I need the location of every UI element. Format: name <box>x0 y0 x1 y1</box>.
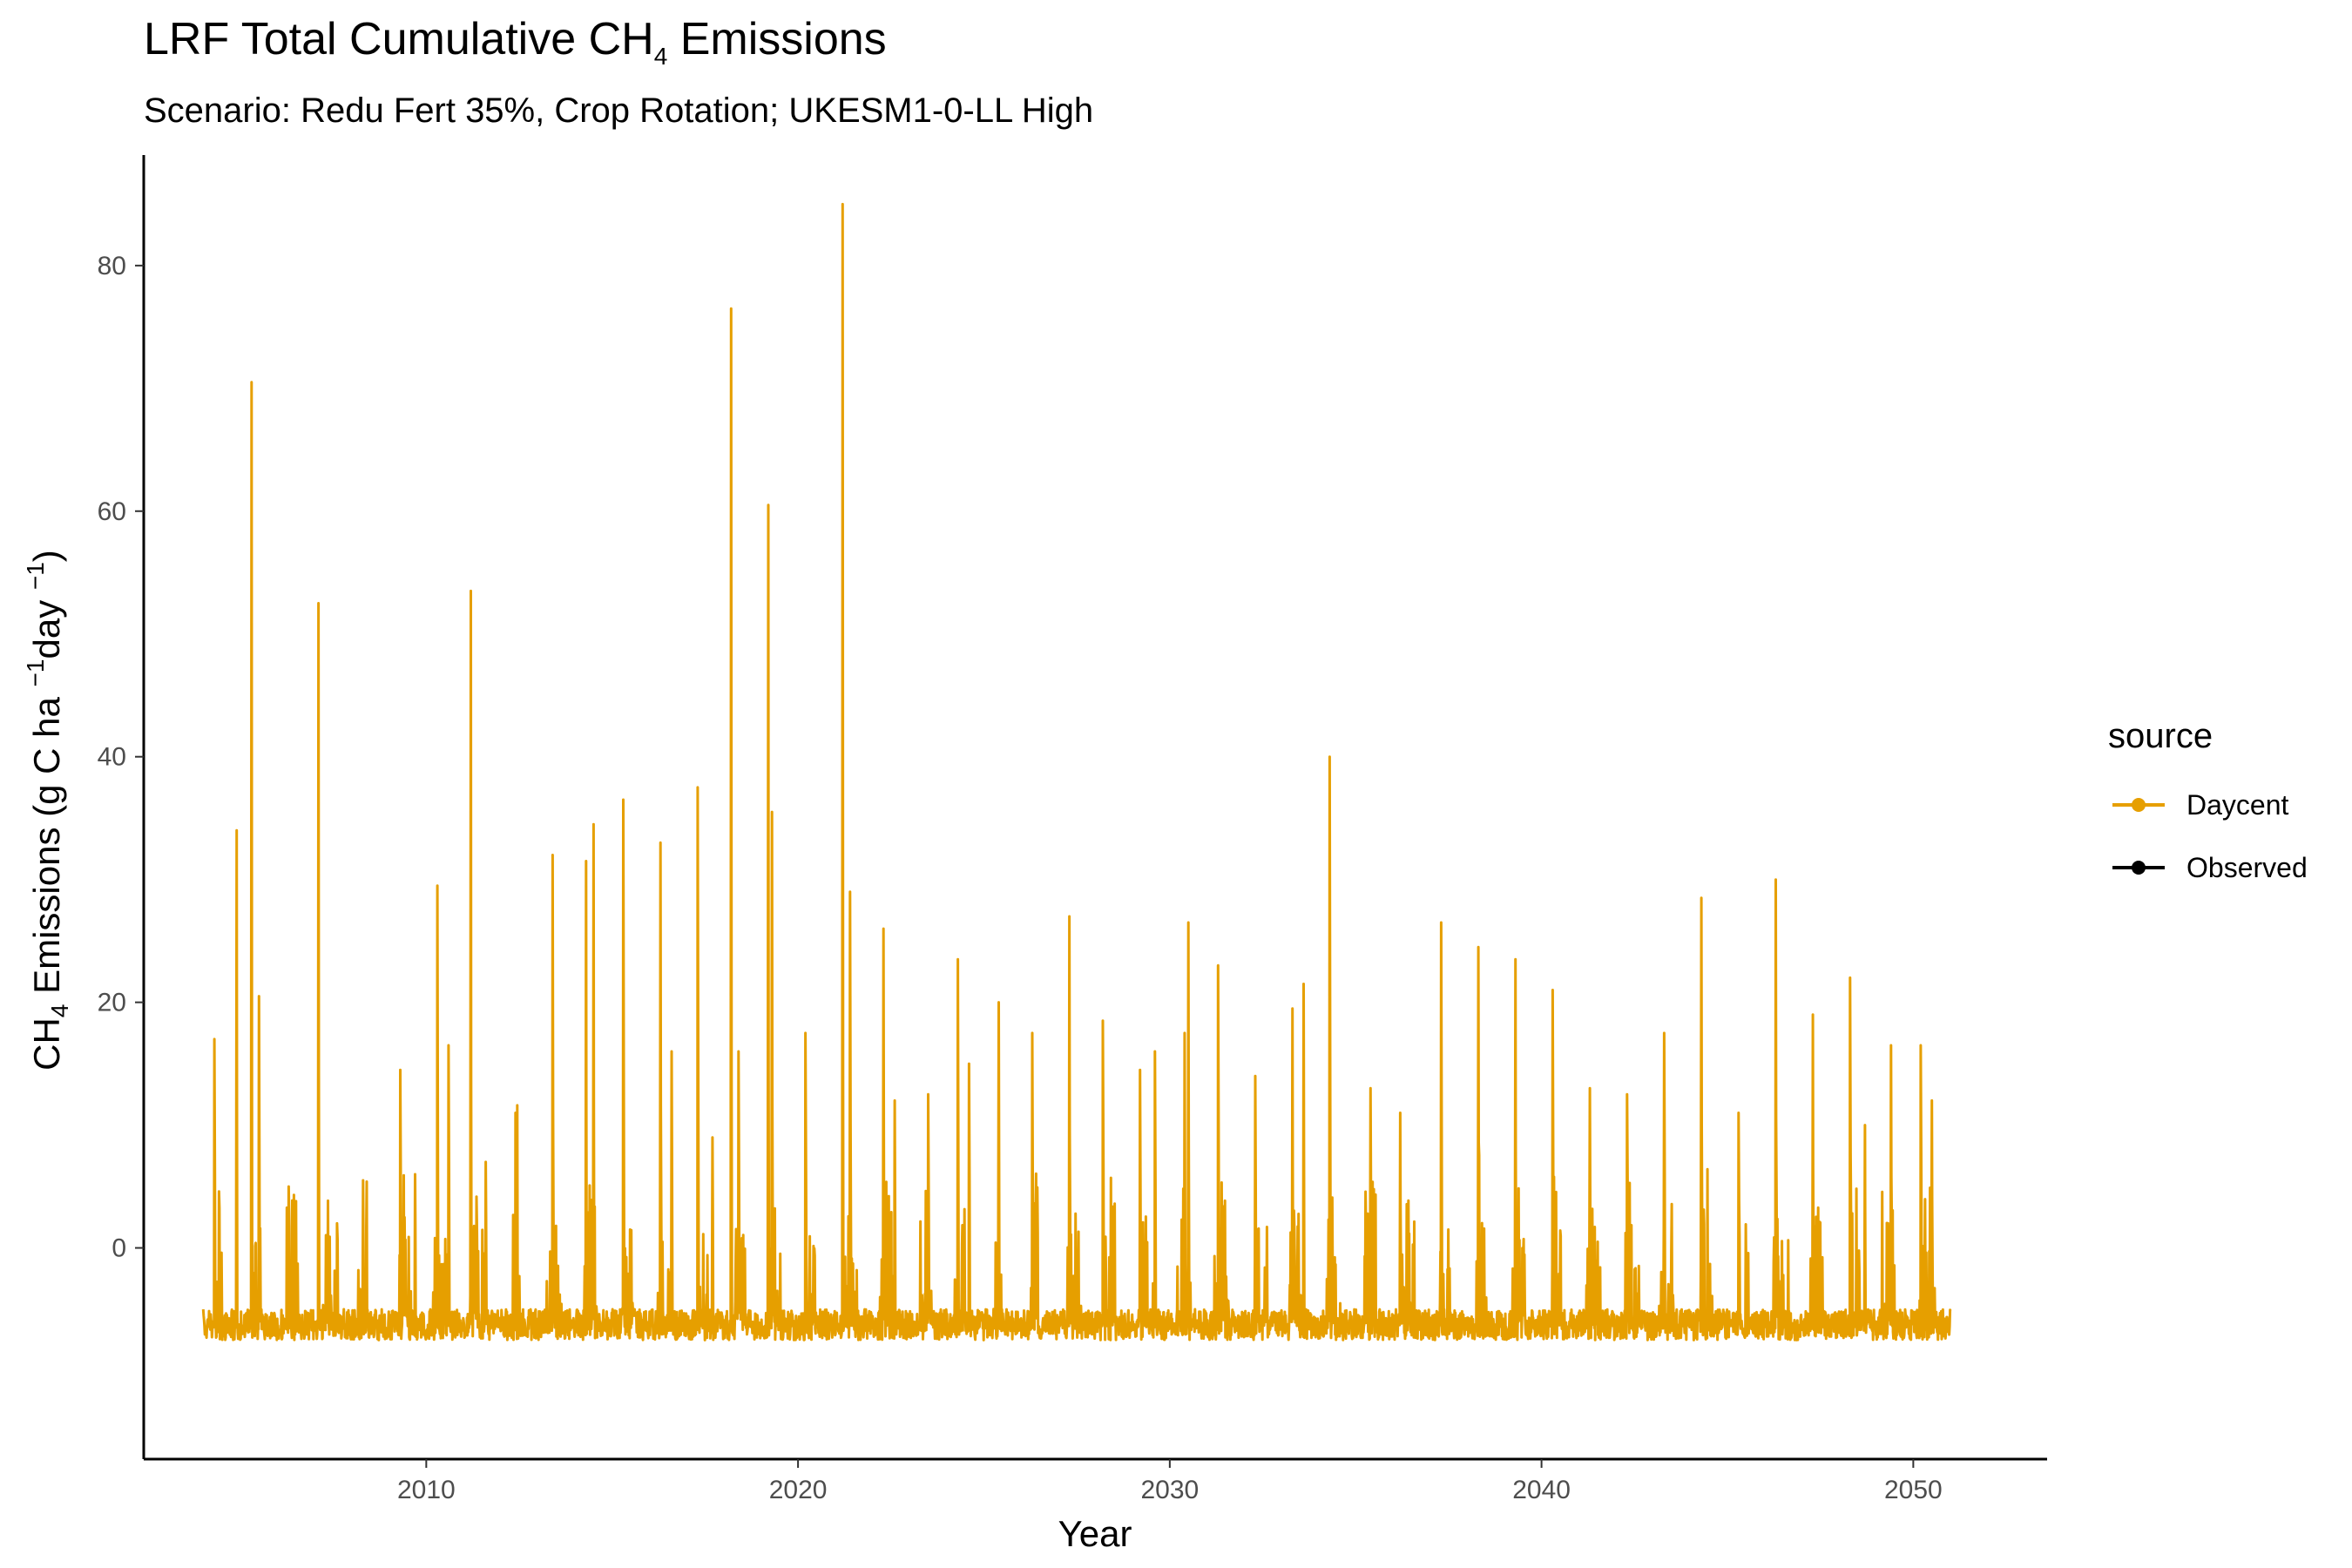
y-axis-title: CH4 Emissions (g C ha −1day −1) <box>22 550 73 1071</box>
legend-item-daycent: Daycent <box>2112 789 2289 821</box>
legend-title: source <box>2108 717 2213 755</box>
y-axis-title-exp1: −1 <box>22 659 49 687</box>
y-tick-label: 60 <box>98 497 126 526</box>
chart-title-subscript: 4 <box>654 43 668 70</box>
chart-title-suffix: Emissions <box>667 14 886 64</box>
legend: source Daycent Observed <box>2108 717 2308 883</box>
legend-item-observed: Observed <box>2112 852 2308 883</box>
y-tick-label: 80 <box>98 252 126 280</box>
x-tick-label: 2050 <box>1884 1476 1943 1504</box>
x-axis-title: Year <box>1058 1513 1132 1554</box>
x-tick-label: 2040 <box>1512 1476 1571 1504</box>
legend-key-daycent-dot <box>2132 798 2146 812</box>
x-tick-label: 2030 <box>1140 1476 1199 1504</box>
y-axis-title-ch: CH <box>26 1017 67 1071</box>
y-tick-label: 40 <box>98 743 126 772</box>
series-layer <box>201 202 1952 1342</box>
legend-label-observed: Observed <box>2186 852 2308 883</box>
x-tick-label: 2020 <box>769 1476 828 1504</box>
series-line-daycent <box>201 202 1952 1342</box>
y-tick-label: 0 <box>112 1234 126 1263</box>
chart-title-prefix: LRF Total Cumulative CH <box>144 14 654 64</box>
x-tick-label: 2010 <box>397 1476 456 1504</box>
y-tick-label: 20 <box>98 989 126 1017</box>
legend-key-observed-dot <box>2132 861 2146 875</box>
y-axis-title-main: Emissions (g C ha <box>26 686 67 1004</box>
y-ticks: 0 20 40 60 80 <box>98 252 144 1263</box>
legend-label-daycent: Daycent <box>2186 789 2289 821</box>
chart-title: LRF Total Cumulative CH4 Emissions <box>144 14 887 70</box>
y-axis-title-day: day <box>26 590 67 659</box>
y-axis-title-close: ) <box>26 550 67 562</box>
y-axis-title-exp2: −1 <box>22 562 49 590</box>
chart-subtitle: Scenario: Redu Fert 35%, Crop Rotation; … <box>144 91 1093 130</box>
y-axis-title-sub: 4 <box>46 1004 73 1018</box>
x-ticks: 2010 2020 2030 2040 2050 <box>397 1459 1943 1504</box>
